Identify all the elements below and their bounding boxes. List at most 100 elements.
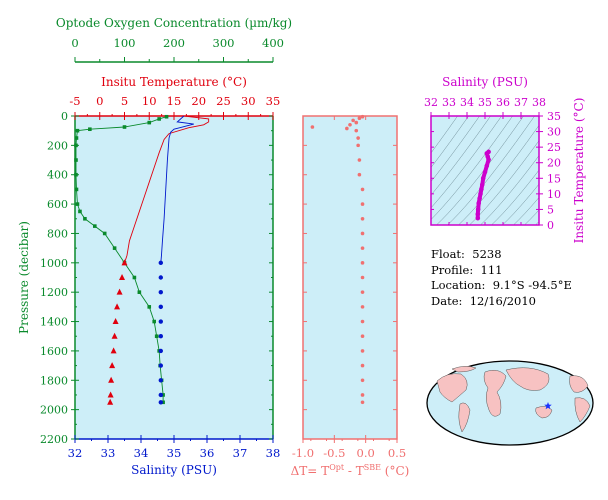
oxygen-point [147, 120, 152, 125]
salinity-tick-label: 35 [167, 446, 182, 460]
density-contour [480, 155, 539, 225]
oxygen-point [93, 224, 97, 228]
temperature-tick-label: 5 [121, 94, 128, 108]
oxygen-point [74, 143, 78, 148]
salinity-point [158, 275, 163, 280]
float-row: Float: 5238 [431, 247, 572, 263]
world-map [426, 360, 594, 446]
pressure-tick-label: 800 [47, 227, 68, 240]
delta-point [360, 231, 365, 236]
delta-point [360, 187, 365, 192]
temperature-point [112, 318, 119, 325]
delta-point [357, 116, 362, 121]
ts-salinity-tick-label: 38 [532, 96, 546, 109]
ts-point [475, 207, 481, 212]
salinity-axis-title: Salinity (PSU) [131, 463, 217, 477]
oxygen-point [122, 125, 127, 129]
pressure-tick-label: 1600 [40, 345, 68, 358]
oxygen-point [137, 290, 142, 294]
delta-point [360, 319, 365, 324]
oxygen-point [157, 117, 161, 121]
density-contour [502, 183, 539, 225]
ts-temperature-tick-label: 10 [547, 188, 561, 201]
ts-point [480, 175, 486, 181]
ts-salinity-tick-label: 32 [424, 96, 438, 109]
ts-point [475, 211, 481, 217]
americas-east-shape [574, 397, 591, 423]
temperature-tick-label: 10 [142, 94, 157, 108]
delta-point [360, 261, 365, 265]
delta-point [348, 123, 352, 127]
ts-temperature-tick-label: 25 [547, 141, 561, 154]
density-contours [431, 116, 539, 225]
delta-tick-label: -1.0 [292, 446, 314, 460]
salinity-tick-label: 34 [134, 446, 149, 460]
oxygen-profile-line [75, 116, 167, 403]
float-value: 5238 [472, 247, 502, 261]
pressure-tick-label: 1800 [40, 374, 68, 387]
delta-point [356, 143, 360, 148]
location-value: 9.1°S -94.5°E [492, 278, 572, 292]
plot-background [303, 116, 397, 439]
salinity-tick-label: 38 [266, 446, 281, 460]
ts-point [486, 149, 491, 155]
oxygen-point [154, 334, 159, 339]
delta-axis-title: ΔT= TOpt - TSBE (°C) [291, 463, 410, 478]
density-contour [458, 124, 539, 225]
delta-tick-label: -0.5 [323, 446, 345, 460]
oxygen-point [161, 393, 165, 397]
density-contour [524, 209, 539, 225]
density-contour [431, 116, 491, 196]
pressure-tick-label: 2000 [40, 404, 68, 417]
density-contour [431, 116, 513, 220]
temperature-point [114, 303, 121, 310]
asia-east-shape [569, 375, 589, 393]
date-value: 12/16/2010 [469, 293, 536, 308]
salinity-point [158, 392, 163, 398]
pressure-tick-label: 400 [47, 169, 68, 182]
pressure-tick-label: 1400 [40, 316, 68, 329]
delta-point [360, 202, 365, 206]
ts-salinity-tick-label: 37 [514, 96, 528, 109]
oxygen-point [74, 172, 78, 177]
location-label: Location: [431, 278, 486, 292]
delta-point [360, 290, 365, 294]
delta-point [354, 120, 359, 125]
temperature-tick-label: 15 [167, 94, 182, 108]
profile-label: Profile: [431, 262, 474, 277]
salinity-point [158, 400, 163, 405]
ts-point [482, 169, 488, 175]
ts-salinity-tick-label: 34 [460, 96, 474, 109]
oxygen-point [74, 136, 79, 140]
ts-point [484, 163, 490, 169]
oxygen-tick-label: 200 [163, 36, 185, 50]
profile-row: Profile: 111 [431, 263, 572, 279]
salinity-point [158, 260, 163, 266]
ts-temperature-tick-label: 0 [547, 219, 554, 232]
oxygen-point [74, 158, 78, 162]
temperature-axis-title: Insitu Temperature (°C) [101, 75, 247, 89]
ts-salinity-tick-label: 35 [478, 96, 492, 109]
delta-point [357, 158, 362, 162]
oxygen-tick-label: 400 [262, 36, 284, 50]
ts-temperature-tick-label: 5 [547, 203, 554, 216]
salinity-point [158, 348, 163, 354]
density-contour [447, 116, 535, 225]
ts-temperature-tick-label: 20 [547, 157, 561, 170]
temperature-tick-label: 20 [191, 94, 206, 108]
delta-point [360, 114, 365, 119]
ts-salinity-axis-title: Salinity (PSU) [442, 75, 528, 89]
float-label: Float: [431, 247, 465, 261]
delta-point [360, 363, 365, 368]
delta-point [354, 128, 359, 133]
temperature-point [121, 259, 128, 266]
ts-point [476, 200, 482, 206]
pressure-tick-label: 600 [47, 198, 68, 211]
oxygen-point [74, 187, 79, 192]
ts-temperature-tick-label: 35 [547, 110, 561, 123]
salinity-tick-label: 33 [101, 446, 116, 460]
temperature-point [109, 362, 116, 369]
location-row: Location: 9.1°S -94.5°E [431, 278, 572, 294]
ts-point [480, 182, 485, 187]
